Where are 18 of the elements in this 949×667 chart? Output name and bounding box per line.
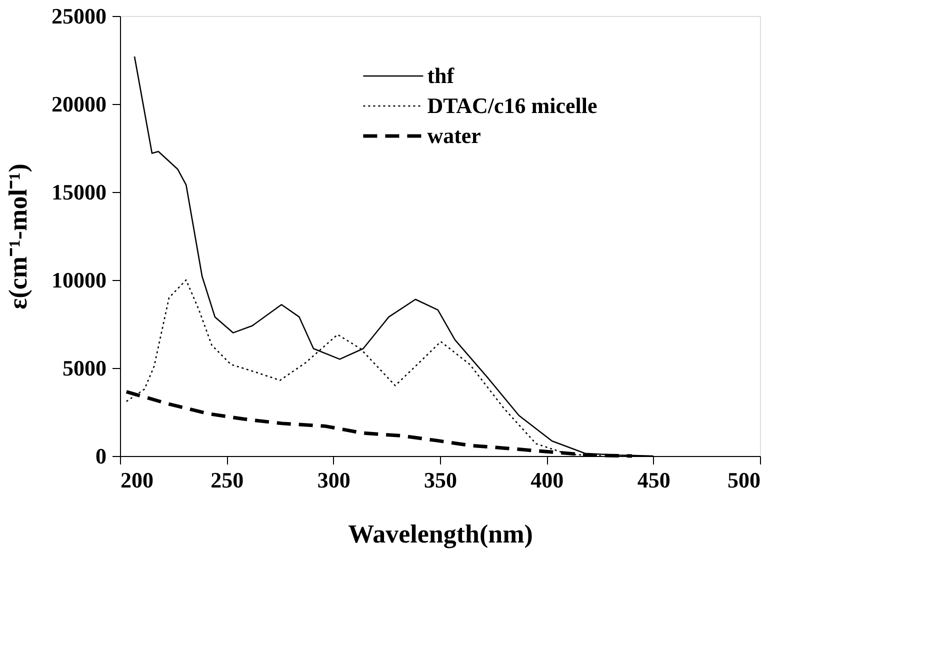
legend-label: DTAC/c16 micelle [427, 93, 598, 118]
x-tick-label: 450 [637, 468, 670, 492]
x-tick-label: 300 [317, 468, 350, 492]
y-tick-label: 0 [96, 444, 106, 468]
y-tick-label: 20000 [52, 92, 106, 116]
x-tick-label: 250 [210, 468, 244, 492]
x-tick-label: 400 [530, 468, 564, 492]
y-tick-label: 25000 [52, 4, 106, 28]
y-tick-label: 5000 [62, 356, 106, 380]
legend-label: water [427, 123, 482, 148]
x-tick-label: 200 [120, 468, 154, 492]
y-tick-label: 10000 [52, 268, 106, 292]
y-tick-label: 15000 [52, 180, 106, 204]
x-tick-label: 500 [728, 468, 760, 492]
x-axis-title: Wavelength(nm) [348, 520, 533, 548]
legend-label: thf [427, 63, 455, 88]
y-axis-title: ε(cm⁻¹-mol⁻¹) [4, 164, 32, 310]
x-tick-label: 350 [424, 468, 457, 492]
